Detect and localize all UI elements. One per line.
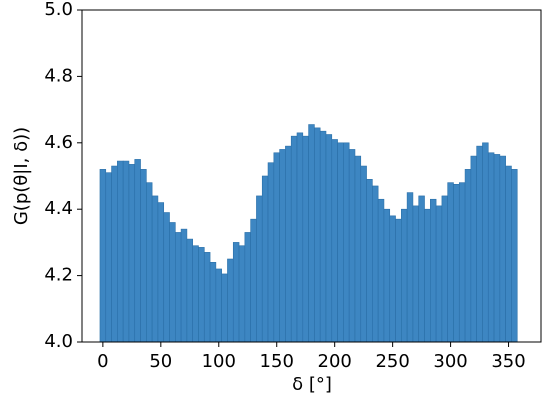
bar — [412, 205, 420, 343]
bar — [256, 195, 263, 343]
bar — [175, 232, 182, 343]
bar — [221, 273, 228, 343]
bar — [395, 218, 402, 343]
bar — [331, 139, 338, 343]
bar — [308, 124, 315, 343]
bar — [296, 132, 304, 343]
x-axis-label: δ [°] — [292, 374, 332, 395]
bar — [354, 155, 362, 343]
bar — [343, 142, 350, 343]
bar — [285, 145, 292, 343]
bar — [337, 142, 344, 343]
bar — [250, 218, 257, 343]
bar — [238, 245, 246, 343]
bar — [267, 162, 275, 343]
bar — [487, 152, 495, 343]
bar — [406, 192, 414, 343]
bar — [360, 165, 367, 343]
bar — [111, 165, 118, 343]
plot-frame — [81, 9, 542, 343]
bar — [105, 172, 112, 343]
bar — [290, 135, 298, 343]
y-tick-label: 4.0 — [44, 331, 73, 352]
bar — [302, 135, 309, 343]
bar — [314, 127, 321, 343]
bar — [134, 159, 141, 343]
bar — [180, 228, 188, 343]
bar — [493, 154, 501, 343]
bar — [99, 169, 107, 343]
bar — [186, 238, 193, 343]
bar — [122, 160, 130, 343]
bar — [319, 130, 327, 343]
bar — [377, 198, 385, 343]
bar — [366, 179, 373, 343]
x-tick-label: 100 — [202, 351, 236, 372]
bar — [261, 175, 269, 343]
bar — [163, 212, 170, 343]
bar — [430, 198, 437, 343]
bar — [389, 215, 396, 343]
bar — [511, 169, 518, 343]
bar — [348, 149, 356, 343]
y-axis-label: G(p(θ|I, δ)) — [11, 127, 32, 225]
x-tick-label: 50 — [149, 351, 172, 372]
y-tick-label: 5.0 — [44, 0, 73, 20]
y-tick-label: 4.8 — [44, 65, 73, 86]
bar — [215, 268, 222, 343]
y-tick-label: 4.4 — [44, 198, 73, 219]
bar — [117, 160, 124, 343]
x-tick-label: 350 — [491, 351, 525, 372]
bar — [372, 185, 379, 343]
x-tick-label: 200 — [318, 351, 352, 372]
bar — [325, 134, 333, 343]
bar — [192, 245, 199, 343]
y-tick-label: 4.2 — [44, 265, 73, 286]
bar — [227, 258, 234, 343]
bar — [418, 195, 425, 343]
bar — [157, 202, 165, 343]
bar — [169, 222, 176, 343]
bar — [441, 195, 448, 343]
bar — [198, 247, 205, 343]
x-tick-label: 0 — [97, 351, 108, 372]
bar — [424, 208, 431, 343]
bar — [435, 205, 443, 343]
bar — [470, 155, 477, 343]
x-tick-label: 150 — [260, 351, 294, 372]
bar — [203, 252, 211, 343]
bar — [146, 182, 153, 343]
bar — [151, 195, 159, 343]
bar — [140, 169, 147, 343]
bar — [482, 142, 489, 343]
bar — [401, 208, 408, 343]
bar — [458, 182, 466, 343]
y-tick-label: 4.6 — [44, 132, 73, 153]
bar — [505, 165, 512, 343]
x-tick-label: 300 — [433, 351, 467, 372]
bar — [232, 242, 240, 343]
bar — [128, 164, 136, 343]
bar — [273, 152, 280, 343]
bar — [464, 169, 472, 343]
bar — [383, 208, 391, 343]
bar — [499, 155, 506, 343]
bar — [447, 182, 454, 343]
bar — [209, 262, 217, 343]
bar — [279, 149, 286, 343]
bar — [476, 145, 483, 343]
bar — [453, 184, 460, 343]
bar — [244, 232, 251, 343]
x-tick-label: 250 — [375, 351, 409, 372]
